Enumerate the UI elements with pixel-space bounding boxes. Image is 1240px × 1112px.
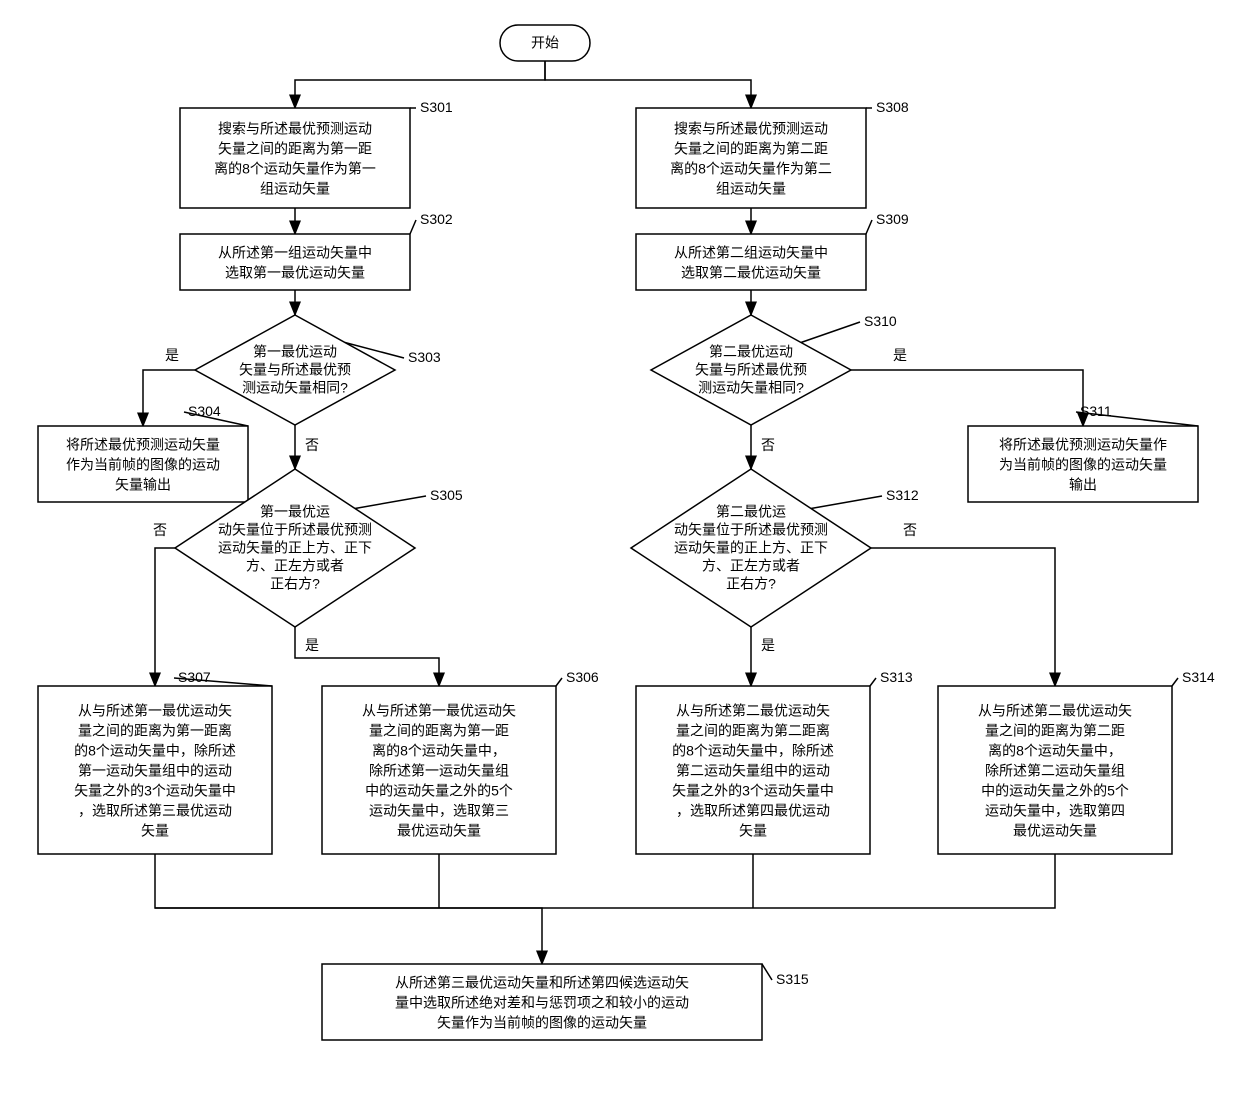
svg-text:测运动矢量相同?: 测运动矢量相同? [698, 380, 804, 396]
svg-text:中的运动矢量之外的5个: 中的运动矢量之外的5个 [981, 783, 1129, 799]
step-label-s308: S308 [876, 99, 909, 115]
svg-text:矢量之外的3个运动矢量中: 矢量之外的3个运动矢量中 [672, 783, 834, 799]
svg-text:否: 否 [761, 437, 775, 453]
svg-text:运动矢量中，选取第四: 运动矢量中，选取第四 [985, 803, 1125, 819]
svg-text:量之间的距离为第二距: 量之间的距离为第二距 [985, 723, 1125, 739]
svg-text:是: 是 [305, 637, 319, 653]
svg-text:矢量之间的距离为第二距: 矢量之间的距离为第二距 [674, 141, 828, 157]
svg-text:离的8个运动矢量作为第二: 离的8个运动矢量作为第二 [670, 161, 832, 177]
step-label-s310: S310 [864, 313, 897, 329]
svg-text:将所述最优预测运动矢量: 将所述最优预测运动矢量 [66, 437, 220, 453]
step-label-s315: S315 [776, 971, 809, 987]
svg-text:除所述第二运动矢量组: 除所述第二运动矢量组 [985, 763, 1125, 779]
svg-text:正右方?: 正右方? [270, 576, 320, 592]
svg-text:从所述第二组运动矢量中: 从所述第二组运动矢量中 [674, 245, 828, 261]
svg-text:，选取所述第四最优运动: ，选取所述第四最优运动 [676, 803, 830, 819]
edge-11 [155, 548, 175, 686]
svg-text:正右方?: 正右方? [726, 576, 776, 592]
edge-10 [295, 627, 439, 686]
svg-text:矢量作为当前帧的图像的运动矢量: 矢量作为当前帧的图像的运动矢量 [437, 1015, 647, 1031]
svg-text:最优运动矢量: 最优运动矢量 [1013, 823, 1097, 839]
svg-text:从所述第三最优运动矢量和所述第四候选运动矢: 从所述第三最优运动矢量和所述第四候选运动矢 [395, 975, 689, 991]
svg-text:第二最优运: 第二最优运 [716, 504, 786, 520]
svg-text:从与所述第二最优运动矢: 从与所述第二最优运动矢 [978, 703, 1132, 719]
svg-text:选取第一最优运动矢量: 选取第一最优运动矢量 [225, 265, 365, 281]
svg-text:方、正左方或者: 方、正左方或者 [702, 558, 800, 574]
step-label-s314: S314 [1182, 669, 1215, 685]
svg-text:运动矢量中，选取第三: 运动矢量中，选取第三 [369, 803, 509, 819]
svg-text:量之间的距离为第一距: 量之间的距离为第一距 [369, 723, 509, 739]
svg-text:动矢量位于所述最优预测: 动矢量位于所述最优预测 [674, 522, 828, 538]
svg-text:开始: 开始 [531, 35, 559, 51]
svg-text:从与所述第一最优运动矢: 从与所述第一最优运动矢 [362, 703, 516, 719]
svg-text:动矢量位于所述最优预测: 动矢量位于所述最优预测 [218, 522, 372, 538]
svg-text:量中选取所述绝对差和与惩罚项之和较小的运动: 量中选取所述绝对差和与惩罚项之和较小的运动 [395, 995, 689, 1011]
svg-text:第二最优运动: 第二最优运动 [709, 344, 793, 360]
svg-text:的8个运动矢量中，除所述: 的8个运动矢量中，除所述 [74, 743, 236, 759]
step-label-s313: S313 [880, 669, 913, 685]
svg-text:否: 否 [153, 522, 167, 538]
svg-text:运动矢量的正上方、正下: 运动矢量的正上方、正下 [218, 540, 372, 556]
svg-text:从所述第一组运动矢量中: 从所述第一组运动矢量中 [218, 245, 372, 261]
svg-text:矢量之间的距离为第一距: 矢量之间的距离为第一距 [218, 141, 372, 157]
edge-14 [155, 854, 542, 964]
step-label-s302: S302 [420, 211, 453, 227]
svg-text:第一运动矢量组中的运动: 第一运动矢量组中的运动 [78, 763, 232, 779]
svg-text:是: 是 [893, 347, 907, 363]
svg-text:中的运动矢量之外的5个: 中的运动矢量之外的5个 [365, 783, 513, 799]
step-label-s303: S303 [408, 349, 441, 365]
node-s309 [636, 234, 866, 290]
flowchart-diagram: 是否是否是否是否开始搜索与所述最优预测运动矢量之间的距离为第一距离的8个运动矢量… [0, 0, 1240, 1112]
svg-text:离的8个运动矢量中，: 离的8个运动矢量中， [988, 743, 1122, 759]
svg-text:组运动矢量: 组运动矢量 [716, 181, 786, 197]
svg-text:从与所述第二最优运动矢: 从与所述第二最优运动矢 [676, 703, 830, 719]
svg-text:离的8个运动矢量作为第一: 离的8个运动矢量作为第一 [214, 161, 376, 177]
svg-text:否: 否 [903, 522, 917, 538]
step-label-s307: S307 [178, 669, 211, 685]
svg-text:量之间的距离为第二距离: 量之间的距离为第二距离 [676, 723, 830, 739]
svg-text:矢量: 矢量 [141, 823, 169, 839]
svg-text:矢量之外的3个运动矢量中: 矢量之外的3个运动矢量中 [74, 783, 236, 799]
step-label-s311: S311 [1080, 403, 1112, 419]
step-label-s309: S309 [876, 211, 909, 227]
svg-text:矢量与所述最优预: 矢量与所述最优预 [239, 362, 351, 378]
svg-text:是: 是 [165, 347, 179, 363]
svg-text:搜索与所述最优预测运动: 搜索与所述最优预测运动 [218, 121, 372, 137]
step-label-s312: S312 [886, 487, 919, 503]
step-label-s306: S306 [566, 669, 599, 685]
svg-text:测运动矢量相同?: 测运动矢量相同? [242, 380, 348, 396]
svg-text:从与所述第一最优运动矢: 从与所述第一最优运动矢 [78, 703, 232, 719]
svg-text:第一最优运动: 第一最优运动 [253, 344, 337, 360]
svg-text:离的8个运动矢量中，: 离的8个运动矢量中， [372, 743, 506, 759]
svg-text:第二运动矢量组中的运动: 第二运动矢量组中的运动 [676, 763, 830, 779]
svg-text:否: 否 [305, 437, 319, 453]
svg-text:量之间的距离为第一距离: 量之间的距离为第一距离 [78, 723, 232, 739]
node-s302 [180, 234, 410, 290]
svg-text:除所述第一运动矢量组: 除所述第一运动矢量组 [369, 763, 509, 779]
svg-text:选取第二最优运动矢量: 选取第二最优运动矢量 [681, 265, 821, 281]
svg-text:矢量: 矢量 [739, 823, 767, 839]
svg-text:，选取所述第三最优运动: ，选取所述第三最优运动 [78, 803, 232, 819]
svg-text:方、正左方或者: 方、正左方或者 [246, 558, 344, 574]
svg-text:运动矢量的正上方、正下: 运动矢量的正上方、正下 [674, 540, 828, 556]
svg-text:的8个运动矢量中，除所述: 的8个运动矢量中，除所述 [672, 743, 834, 759]
edge-17 [155, 854, 1055, 908]
svg-text:将所述最优预测运动矢量作: 将所述最优预测运动矢量作 [999, 437, 1167, 453]
svg-text:最优运动矢量: 最优运动矢量 [397, 823, 481, 839]
svg-text:是: 是 [761, 637, 775, 653]
svg-text:输出: 输出 [1069, 477, 1097, 493]
svg-text:搜索与所述最优预测运动: 搜索与所述最优预测运动 [674, 121, 828, 137]
svg-text:组运动矢量: 组运动矢量 [260, 181, 330, 197]
edge-8 [851, 370, 1083, 426]
svg-text:矢量与所述最优预: 矢量与所述最优预 [695, 362, 807, 378]
step-label-s305: S305 [430, 487, 463, 503]
svg-text:为当前帧的图像的运动矢量: 为当前帧的图像的运动矢量 [999, 457, 1167, 473]
step-label-s301: S301 [420, 99, 453, 115]
edge-13 [871, 548, 1055, 686]
svg-text:矢量输出: 矢量输出 [115, 477, 171, 493]
svg-text:作为当前帧的图像的运动: 作为当前帧的图像的运动 [66, 457, 220, 473]
svg-text:第一最优运: 第一最优运 [260, 504, 330, 520]
